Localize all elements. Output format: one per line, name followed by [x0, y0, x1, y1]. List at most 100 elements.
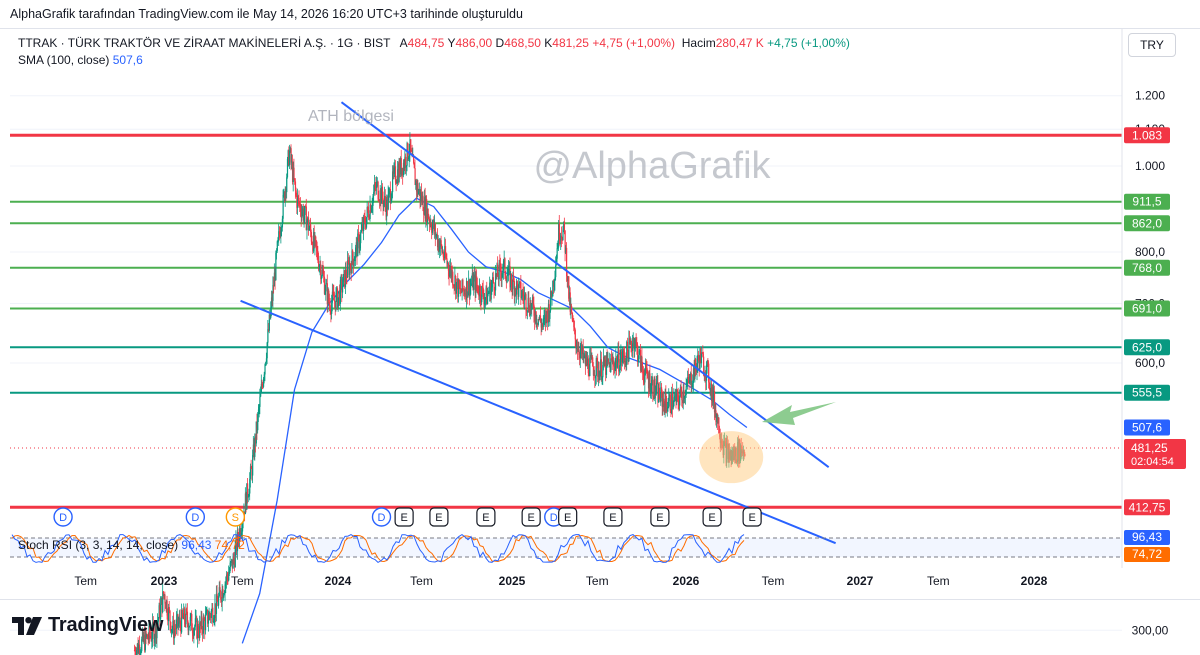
candle-body: [306, 221, 308, 231]
candle-body: [526, 310, 528, 312]
candle-body: [563, 221, 565, 230]
x-tick-label: Tem: [927, 574, 950, 588]
stoch-rsi-d-badge: [1124, 547, 1170, 562]
candle-body: [558, 223, 560, 240]
candle-body: [698, 359, 700, 369]
candle-body: [497, 264, 499, 277]
candle-body: [555, 265, 557, 278]
split-marker: [225, 507, 246, 527]
candle-body: [577, 349, 579, 352]
candle-body: [357, 233, 359, 257]
candle-body: [684, 395, 686, 399]
candle-body: [570, 306, 572, 312]
candle-body: [538, 319, 540, 321]
candle-body: [616, 357, 618, 368]
candle-body: [170, 621, 172, 632]
candle-body: [365, 224, 367, 228]
candle-body: [417, 183, 419, 195]
candle-body: [677, 392, 679, 402]
candle-body: [656, 382, 658, 384]
candle-body: [336, 288, 339, 309]
candle-body: [334, 300, 336, 302]
candle-body: [378, 199, 380, 202]
candle-body: [613, 366, 616, 371]
level-badge: [1124, 193, 1170, 210]
x-tick-label: 2023: [151, 574, 178, 588]
event-marker-label: E: [527, 512, 534, 524]
candle-body: [236, 537, 238, 552]
candle-body: [633, 338, 635, 350]
candle-body: [184, 620, 186, 625]
candle-body: [227, 577, 229, 581]
candle-body: [388, 190, 390, 195]
candle-body: [281, 227, 283, 231]
event-marker-label: D: [59, 512, 67, 524]
candle-body: [141, 639, 143, 652]
candle-body: [415, 180, 418, 192]
candle-body: [589, 357, 591, 377]
candle-body: [575, 339, 577, 349]
candle-body: [580, 344, 582, 351]
candle-body: [584, 354, 586, 357]
candle-body: [427, 208, 429, 219]
candle-body: [709, 387, 711, 392]
candle-body: [305, 205, 307, 207]
candle-body: [488, 292, 490, 294]
candle-body: [515, 288, 517, 295]
candle-body: [377, 181, 379, 200]
candle-body: [560, 235, 562, 241]
candle-body: [315, 236, 317, 241]
candle-body: [476, 285, 479, 287]
candle-body: [579, 354, 581, 359]
candle-body: [194, 618, 197, 627]
candle-body: [274, 272, 276, 281]
candle-body: [241, 531, 243, 534]
candle-body: [150, 636, 152, 641]
candle-body: [469, 285, 471, 297]
event-marker-label: E: [656, 512, 663, 524]
candle-body: [692, 383, 694, 387]
candle-body: [339, 280, 342, 304]
x-tick-label: 2026: [673, 574, 700, 588]
candle-body: [608, 358, 610, 363]
y-tick-label: 800,0: [1135, 245, 1165, 259]
candle-body: [715, 410, 717, 423]
candle-body: [206, 609, 208, 612]
candle-body: [403, 162, 405, 169]
candle-body: [225, 574, 228, 582]
candle-body: [554, 277, 556, 281]
candle-body: [281, 218, 284, 228]
close-value: 481,25: [552, 36, 589, 50]
candle-body: [703, 375, 705, 377]
candle-body: [711, 383, 713, 401]
tradingview-logo[interactable]: TradingView: [12, 614, 163, 637]
candle-body: [149, 635, 152, 637]
candle-body: [502, 260, 505, 271]
candle-body: [503, 258, 505, 261]
low-label: D: [495, 36, 505, 50]
candle-body: [697, 354, 700, 360]
candle-body: [410, 149, 413, 152]
candle-body: [432, 220, 434, 226]
candle-body: [716, 413, 719, 424]
candle-body: [560, 235, 563, 239]
candle-body: [584, 354, 587, 366]
candle-body: [177, 614, 179, 627]
candle-body: [651, 379, 653, 383]
candle-body: [548, 304, 550, 319]
candle-body: [152, 622, 154, 627]
candle-body: [685, 386, 687, 395]
candle-body: [209, 612, 211, 616]
candle-body: [164, 594, 166, 604]
candle-body: [637, 359, 639, 362]
candle-body: [380, 189, 382, 204]
candle-body: [268, 314, 270, 331]
candle-body: [273, 272, 276, 287]
earnings-marker: [429, 507, 449, 527]
candle-body: [137, 643, 139, 653]
candle-body: [422, 195, 424, 211]
candle-body: [512, 275, 514, 290]
candle-body: [365, 217, 368, 228]
currency-button[interactable]: TRY: [1128, 33, 1176, 57]
